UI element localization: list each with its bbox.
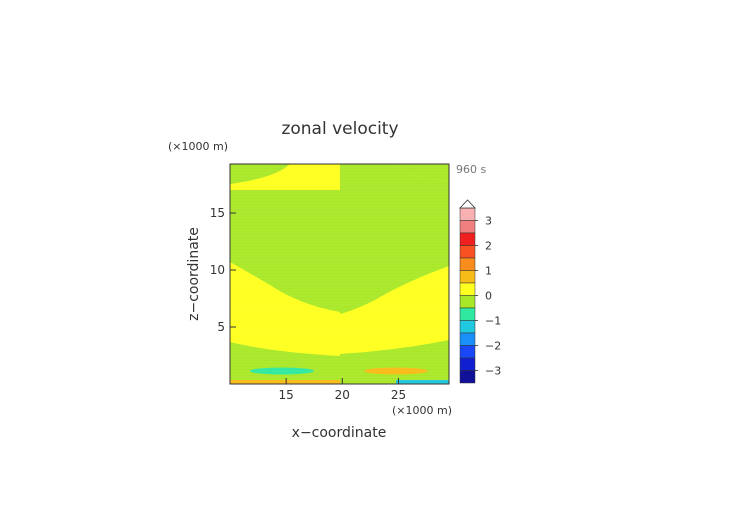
left-bottom-strip <box>230 380 340 384</box>
colorbar-level <box>459 370 476 384</box>
colorbar-level <box>459 257 476 271</box>
colorbar-level <box>459 282 476 296</box>
y-tick-label: 15 <box>210 206 225 220</box>
colorbar-level <box>459 220 476 234</box>
colorbar-level <box>459 307 476 321</box>
y-tick-label: 5 <box>217 320 225 334</box>
colorbar-level <box>459 357 476 371</box>
x-unit-label: (×1000 m) <box>392 404 452 417</box>
right-top-cap <box>395 164 449 181</box>
colorbar: 3 2 1 0 −1 −2 −3 <box>459 199 501 384</box>
plot-frame <box>229 163 450 385</box>
left-upper-band <box>230 190 340 312</box>
colorbar-level <box>459 332 476 346</box>
y-unit-label: (×1000 m) <box>168 140 228 153</box>
x-axis-label: x−coordinate <box>292 425 387 441</box>
colorbar-tick-label: 1 <box>485 265 492 278</box>
colorbar-tick-label: 3 <box>485 215 492 228</box>
colorbar-level <box>459 232 476 246</box>
colorbar-tick-label: 2 <box>485 240 492 253</box>
colorbar-level <box>459 345 476 359</box>
colorbar-tick-label: −2 <box>485 340 501 353</box>
left-lower-band <box>230 342 340 384</box>
colorbar-level <box>459 245 476 259</box>
left-negative-cell <box>250 367 314 375</box>
x-tick-label: 15 <box>279 388 294 402</box>
colorbar-level <box>459 320 476 334</box>
y-axis-label: z−coordinate <box>186 227 202 321</box>
plot-area <box>229 163 450 385</box>
x-tick-label: 20 <box>335 388 350 402</box>
y-axis: 5 10 15 <box>210 206 236 334</box>
colorbar-level <box>459 270 476 284</box>
colorbar-tick-label: 0 <box>485 290 492 303</box>
x-tick-label: 25 <box>391 388 406 402</box>
x-axis: 15 20 25 <box>279 378 406 402</box>
colorbar-extend-arrow <box>459 199 476 209</box>
colorbar-tick-label: −3 <box>485 365 501 378</box>
right-middle-band <box>340 164 449 314</box>
right-positive-cell <box>364 367 428 375</box>
grid-texture <box>230 166 449 384</box>
time-label: 960 s <box>456 163 486 176</box>
chart-title: zonal velocity <box>281 119 398 139</box>
colorbar-level <box>459 207 476 221</box>
left-top-cap <box>230 164 290 184</box>
colorbar-level <box>459 295 476 309</box>
right-bottom-strip <box>396 380 449 384</box>
colorbar-tick-label: −1 <box>485 315 501 328</box>
y-tick-label: 10 <box>210 263 225 277</box>
